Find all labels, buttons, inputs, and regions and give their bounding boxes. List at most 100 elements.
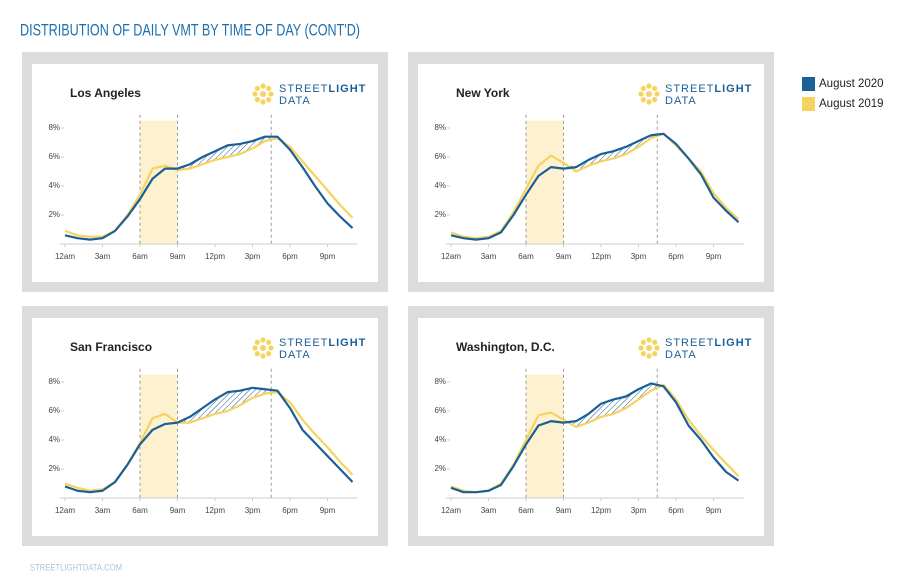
x-tick-label: 9am xyxy=(170,506,186,515)
x-tick-label: 3am xyxy=(481,252,497,261)
x-tick-label: 3pm xyxy=(245,252,261,261)
logo-dot xyxy=(638,345,644,351)
legend-label: August 2020 xyxy=(819,78,884,90)
logo-dot xyxy=(646,345,652,351)
y-tick-label: 6% xyxy=(48,406,60,415)
logo-dot xyxy=(260,91,266,97)
x-tick-label: 12am xyxy=(441,252,461,261)
logo-dot xyxy=(640,339,646,345)
x-tick-label: 12pm xyxy=(591,506,611,515)
y-tick-label: 8% xyxy=(48,377,60,386)
y-tick-label: 2% xyxy=(48,210,60,219)
logo-word: LIGHT xyxy=(714,83,752,95)
logo-dot xyxy=(652,339,658,345)
logo-word: LIGHT xyxy=(328,83,366,95)
logo-word: STREET xyxy=(279,337,328,349)
x-tick-label: 9pm xyxy=(706,506,722,515)
logo-dot xyxy=(654,345,660,351)
logo-dot xyxy=(654,91,660,97)
logo-dot xyxy=(252,345,258,351)
x-tick-label: 3am xyxy=(95,252,111,261)
y-tick-label: 2% xyxy=(434,210,446,219)
logo-text: DATA xyxy=(665,95,697,107)
x-tick-label: 6pm xyxy=(282,252,298,261)
logo-word: STREET xyxy=(665,337,714,349)
x-tick-label: 3pm xyxy=(245,506,261,515)
chart-title: Washington, D.C. xyxy=(456,340,555,354)
y-tick-label: 8% xyxy=(48,123,60,132)
logo-dot xyxy=(652,85,658,91)
logo-dot xyxy=(640,351,646,357)
x-tick-label: 3am xyxy=(95,506,111,515)
x-tick-label: 12am xyxy=(441,506,461,515)
logo-dot xyxy=(640,97,646,103)
logo-text: DATA xyxy=(665,349,697,361)
x-tick-label: 12pm xyxy=(205,252,225,261)
logo-word: STREET xyxy=(665,83,714,95)
x-tick-label: 12pm xyxy=(591,252,611,261)
logo-dot xyxy=(638,91,644,97)
logo-dot xyxy=(260,99,266,105)
legend-label: August 2019 xyxy=(819,98,884,110)
logo-dot xyxy=(268,345,274,351)
x-tick-label: 6pm xyxy=(668,252,684,261)
panel-body xyxy=(418,318,764,536)
gap-hatch xyxy=(65,387,353,491)
legend-swatch xyxy=(802,77,815,91)
panel-body xyxy=(32,318,378,536)
x-tick-label: 6am xyxy=(132,506,148,515)
x-tick-label: 12am xyxy=(55,252,75,261)
x-tick-label: 6pm xyxy=(668,506,684,515)
x-tick-label: 3pm xyxy=(631,252,647,261)
x-tick-label: 6am xyxy=(132,252,148,261)
series-line xyxy=(64,386,354,494)
logo-dot xyxy=(646,353,652,359)
chart-panel: San Francisco STREETLIGHTDATA2%4%6%8%12am… xyxy=(22,306,388,546)
y-tick-label: 2% xyxy=(434,464,446,473)
series-line xyxy=(450,382,740,494)
chart-title: San Francisco xyxy=(70,340,152,354)
logo-dot xyxy=(646,337,652,343)
logo-dot xyxy=(652,351,658,357)
logo-dot xyxy=(266,339,272,345)
x-tick-label: 6am xyxy=(518,506,534,515)
y-tick-label: 6% xyxy=(434,406,446,415)
gap-hatch xyxy=(65,136,353,237)
y-tick-label: 4% xyxy=(434,435,446,444)
x-tick-label: 9am xyxy=(170,252,186,261)
logo-word: LIGHT xyxy=(328,337,366,349)
logo-dot xyxy=(260,345,266,351)
x-tick-label: 3pm xyxy=(631,506,647,515)
series-line xyxy=(64,135,354,241)
logo-dot xyxy=(254,97,260,103)
x-tick-label: 6pm xyxy=(282,506,298,515)
x-tick-label: 12am xyxy=(55,506,75,515)
y-tick-label: 6% xyxy=(48,152,60,161)
x-tick-label: 12pm xyxy=(205,506,225,515)
logo-dot xyxy=(652,97,658,103)
y-tick-label: 8% xyxy=(434,377,446,386)
x-tick-label: 6am xyxy=(518,252,534,261)
legend-swatch xyxy=(802,97,815,111)
logo-text: DATA xyxy=(279,95,311,107)
logo-dot xyxy=(268,91,274,97)
logo-text: STREETLIGHT xyxy=(279,83,366,95)
y-tick-label: 4% xyxy=(434,181,446,190)
chart-panel: Washington, D.C. STREETLIGHTDATA 2% 4% 6% 8% 1… xyxy=(408,306,774,546)
logo-text: STREETLIGHT xyxy=(279,337,366,349)
logo-dot xyxy=(254,85,260,91)
logo-text: DATA xyxy=(279,349,311,361)
logo-text: STREETLIGHT xyxy=(665,83,752,95)
legend: August 2020 August 2019 xyxy=(802,77,884,111)
y-tick-label: 2% xyxy=(48,464,60,473)
logo-dot xyxy=(260,337,266,343)
logo-dot xyxy=(266,351,272,357)
logo-word: STREET xyxy=(279,83,328,95)
x-tick-label: 9pm xyxy=(320,252,336,261)
y-tick-label: 4% xyxy=(48,181,60,190)
logo-text: STREETLIGHT xyxy=(665,337,752,349)
logo-dot xyxy=(254,339,260,345)
